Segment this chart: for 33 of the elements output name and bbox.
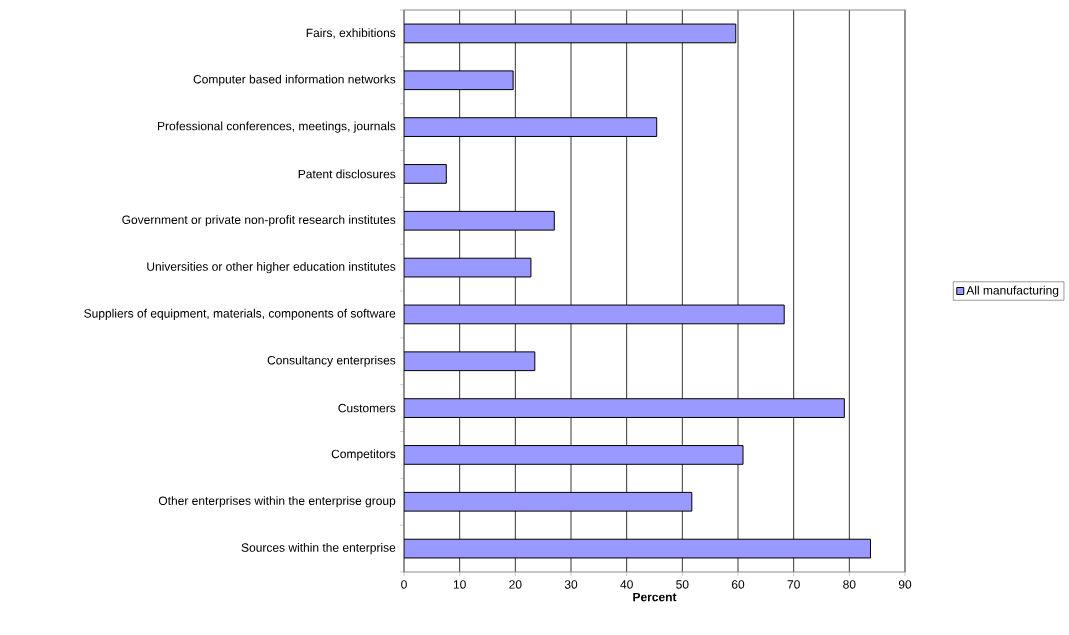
y-tick-label: Competitors [331, 449, 396, 461]
x-tick-label: 70 [787, 580, 800, 589]
bar [404, 23, 737, 44]
bar [404, 210, 555, 231]
x-axis-title: Percent [633, 592, 677, 602]
bar [404, 164, 447, 184]
x-tick-label: 0 [401, 580, 407, 589]
x-tick-label: 10 [453, 580, 466, 589]
bar [404, 117, 658, 137]
x-tick-label: 90 [898, 580, 912, 589]
y-tick-label: Professional conferences, meetings, journals [157, 121, 396, 133]
y-tick-label: Sources within the enterprise [241, 542, 396, 555]
x-tick-label: 30 [564, 580, 578, 589]
x-tick-label: 80 [843, 580, 856, 589]
y-tick-label: Government or private non-profit research institutes [122, 215, 396, 227]
y-tick-label: Customers [338, 403, 396, 413]
y-tick-label: Computer based information networks [193, 74, 396, 86]
y-tick-label: Suppliers of equipment, materials, components of software [84, 308, 396, 321]
y-tick-label: Universities or other higher education institutes [147, 261, 396, 274]
y-tick-label: Fairs, exhibitions [306, 28, 396, 39]
x-tick-label: 50 [676, 580, 689, 589]
x-tick-label: 40 [620, 580, 633, 589]
bar [404, 538, 871, 559]
x-tick-label: 60 [731, 580, 745, 589]
bar [404, 304, 785, 325]
bar [404, 491, 693, 512]
bar [404, 398, 845, 418]
y-tick-label: Patent disclosures [298, 169, 396, 179]
x-tick-label: 20 [509, 580, 522, 589]
y-tick-label: Consultancy enterprises [267, 355, 396, 367]
bar [404, 445, 744, 465]
legend-label: All manufacturing [966, 285, 1059, 297]
y-tick-label: Other enterprises within the enterprise group [158, 496, 396, 508]
